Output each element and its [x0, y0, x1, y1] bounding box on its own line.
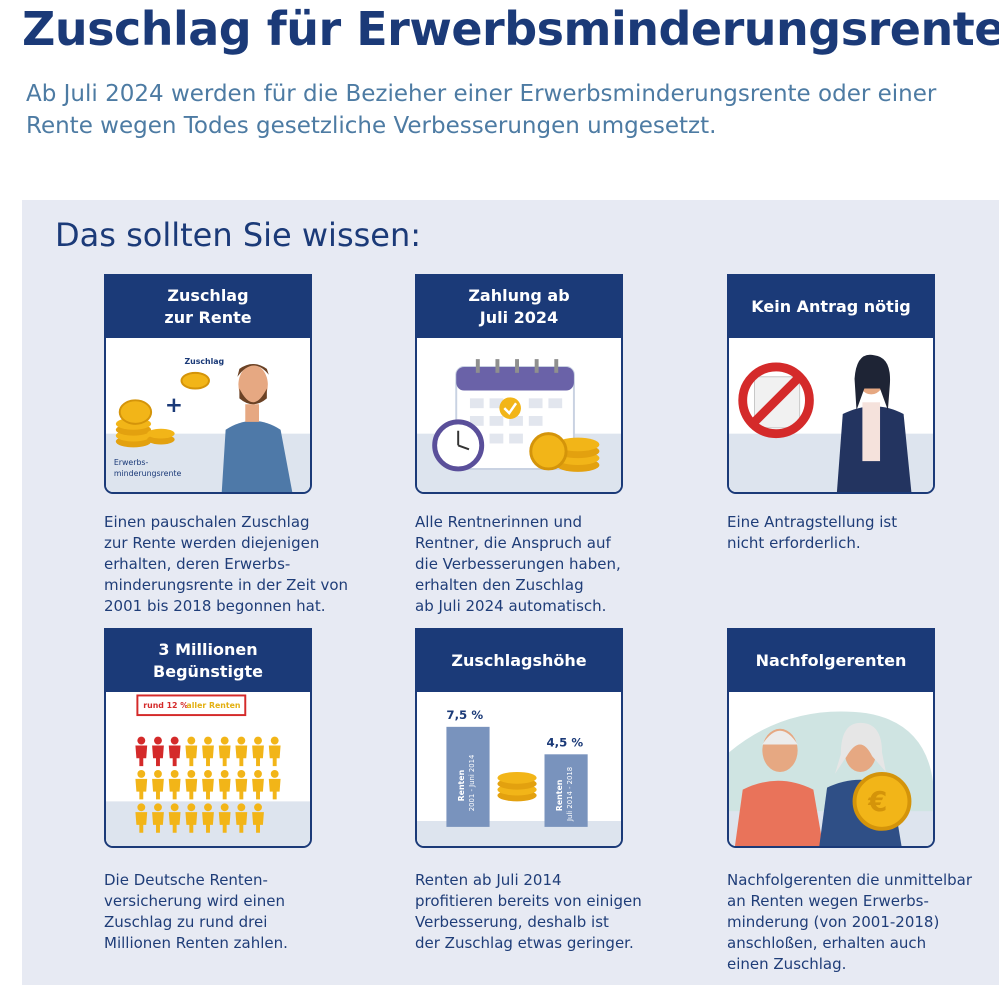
man-icon	[221, 364, 293, 492]
woman-icon	[836, 354, 912, 492]
card-description: Die Deutsche Renten- versicherung wird e…	[104, 871, 288, 952]
svg-text:€: €	[867, 787, 887, 818]
man-with-coins-illustration: + Zuschlag Erwerbs- minderungsrente	[106, 338, 310, 492]
person-icon	[168, 736, 181, 767]
person-icon	[268, 770, 281, 800]
person-icon	[235, 770, 248, 800]
svg-text:+: +	[165, 393, 183, 418]
card-zuschlagshoehe: Zuschlagshöhe 7,5 % Renten 2001 - Juni 2…	[415, 628, 623, 848]
card-header: Zuschlagshöhe	[417, 630, 621, 692]
no-application-woman-illustration	[729, 338, 933, 492]
person-icon	[168, 803, 181, 833]
elderly-couple-coin-illustration: €	[729, 692, 933, 846]
clock-icon	[432, 419, 485, 472]
card-description: Alle Rentnerinnen und Rentner, die Anspr…	[415, 513, 621, 615]
coins-icon	[497, 771, 537, 802]
person-icon	[135, 770, 148, 800]
person-icon	[135, 736, 148, 767]
person-icon	[268, 736, 281, 767]
coins-icon	[529, 432, 600, 472]
person-icon	[235, 736, 248, 767]
elderly-man-icon	[734, 728, 824, 846]
person-icon	[252, 736, 264, 767]
bar-right-label-2: Juli 2014 - 2018	[566, 767, 574, 822]
person-icon	[168, 770, 181, 800]
card-description: Nachfolgerenten die unmittelbar an Rente…	[727, 871, 973, 973]
label-erwerbs: Erwerbs-	[114, 458, 149, 467]
card-description: Einen pauschalen Zuschlag zur Rente werd…	[104, 513, 349, 615]
person-icon	[218, 803, 231, 833]
card-description: Renten ab Juli 2014 profitieren bereits …	[415, 871, 642, 952]
person-icon	[135, 803, 148, 833]
person-icon	[218, 770, 231, 800]
value-left: 7,5 %	[446, 708, 483, 722]
card-header: Zahlung ab Juli 2024	[417, 276, 621, 338]
card-description: Eine Antragstellung ist nicht erforderli…	[727, 513, 898, 552]
label-zuschlag: Zuschlag	[184, 357, 224, 366]
person-icon	[252, 770, 264, 800]
person-icon	[218, 736, 231, 767]
euro-coin-icon: €	[852, 771, 912, 831]
section-title: Das sollten Sie wissen:	[55, 216, 422, 254]
card-zuschlag-zur-rente: Zuschlag zur Rente + Zuschlag Erwerbs- m…	[104, 274, 312, 494]
label-minderungsrente: minderungsrente	[114, 469, 182, 478]
page-title: Zuschlag für Erwerbsminderungsrenten	[22, 2, 999, 56]
card-kein-antrag: Kein Antrag nötig	[727, 274, 935, 494]
value-right: 4,5 %	[546, 735, 583, 749]
page-subtitle: Ab Juli 2024 werden für die Bezieher ein…	[26, 81, 937, 139]
percentage-bars-illustration: 7,5 % Renten 2001 - Juni 2014 4,5 % Rent…	[417, 692, 621, 846]
person-icon	[235, 803, 248, 833]
bar-right	[544, 754, 588, 827]
card-header: 3 Millionen Begünstigte	[106, 630, 310, 692]
person-icon	[202, 803, 214, 833]
person-icon	[185, 770, 198, 800]
card-header: Nachfolgerenten	[729, 630, 933, 692]
callout-aller-renten: aller Renten	[186, 701, 240, 710]
person-icon	[202, 770, 214, 800]
bar-left-label-1: Renten	[457, 770, 466, 802]
people-grid-illustration: rund 12 % aller Renten	[106, 692, 310, 846]
card-3-millionen: 3 Millionen Begünstigte rund 12 % aller …	[104, 628, 312, 848]
bar-left-label-2: 2001 - Juni 2014	[468, 755, 476, 812]
prohibited-form-icon	[738, 362, 814, 439]
card-zahlung-ab-juli: Zahlung ab Juli 2024	[415, 274, 623, 494]
person-icon	[185, 736, 198, 767]
person-icon	[152, 770, 164, 800]
card-nachfolgerenten: Nachfolgerenten €	[727, 628, 935, 848]
person-icon	[152, 803, 164, 833]
person-icon	[202, 736, 214, 767]
card-header: Kein Antrag nötig	[729, 276, 933, 338]
card-header: Zuschlag zur Rente	[106, 276, 310, 338]
person-icon	[252, 803, 264, 833]
coin-stack-icon	[115, 399, 175, 448]
callout-rund-12: rund 12 %	[143, 701, 188, 710]
bar-right-label-1: Renten	[555, 780, 564, 812]
calendar-clock-coins-illustration	[417, 338, 621, 492]
person-icon	[185, 803, 198, 833]
bar-left	[446, 726, 490, 827]
person-icon	[152, 736, 164, 767]
